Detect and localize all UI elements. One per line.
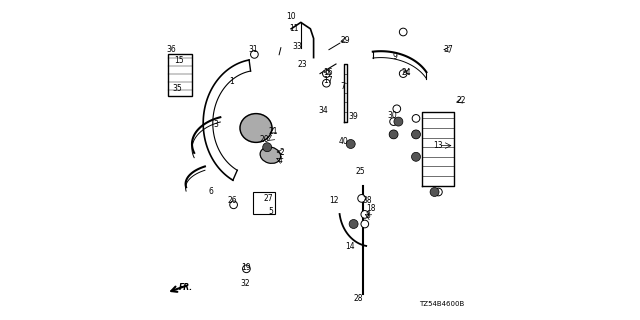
Text: 14: 14 [346, 242, 355, 251]
Circle shape [390, 118, 397, 125]
Circle shape [243, 265, 250, 273]
Ellipse shape [240, 114, 272, 142]
Text: 28: 28 [354, 294, 363, 303]
Circle shape [358, 195, 365, 202]
Text: 32: 32 [240, 279, 250, 288]
Text: 40: 40 [338, 137, 348, 146]
Text: 33: 33 [292, 42, 302, 51]
Text: 23: 23 [298, 60, 307, 68]
Circle shape [262, 143, 272, 152]
Circle shape [412, 152, 420, 161]
Text: 18: 18 [367, 204, 376, 212]
Circle shape [389, 130, 398, 139]
Circle shape [323, 70, 330, 77]
Circle shape [346, 140, 355, 148]
Text: 37: 37 [443, 45, 453, 54]
Text: 39: 39 [349, 112, 358, 121]
Text: 13: 13 [433, 141, 444, 150]
Text: 10: 10 [286, 12, 296, 20]
Text: 19: 19 [241, 263, 252, 272]
Text: 21: 21 [269, 127, 278, 136]
Text: 12: 12 [330, 196, 339, 204]
Text: 17: 17 [323, 76, 333, 84]
Text: 27: 27 [264, 194, 274, 203]
Text: 31: 31 [248, 45, 258, 54]
Text: 2: 2 [279, 148, 284, 156]
Text: 38: 38 [362, 196, 372, 204]
Ellipse shape [260, 147, 281, 164]
Circle shape [393, 105, 401, 113]
Text: FR.: FR. [179, 283, 193, 292]
Circle shape [390, 131, 397, 138]
Text: 22: 22 [456, 96, 465, 105]
Text: TZ54B4600B: TZ54B4600B [419, 301, 464, 307]
Text: 1: 1 [230, 77, 234, 86]
Text: 20: 20 [259, 135, 269, 144]
Text: 8: 8 [365, 212, 371, 220]
Circle shape [412, 115, 420, 122]
Text: 36: 36 [166, 45, 176, 54]
Circle shape [361, 211, 369, 218]
Circle shape [394, 117, 403, 126]
Text: 5: 5 [268, 207, 273, 216]
Text: 15: 15 [173, 56, 184, 65]
Circle shape [361, 220, 369, 228]
Text: 26: 26 [227, 196, 237, 204]
Text: 34: 34 [318, 106, 328, 115]
Text: 25: 25 [355, 167, 365, 176]
Text: 16: 16 [323, 68, 333, 76]
Text: 7: 7 [340, 82, 345, 91]
Circle shape [323, 79, 330, 87]
Bar [253, 192, 275, 214]
Text: 3: 3 [214, 120, 218, 129]
Text: 24: 24 [401, 68, 412, 76]
Circle shape [399, 28, 407, 36]
Circle shape [412, 130, 420, 139]
Circle shape [250, 51, 258, 58]
Text: 29: 29 [340, 36, 351, 44]
Circle shape [430, 188, 439, 196]
Text: 30: 30 [387, 111, 397, 120]
Text: 11: 11 [290, 24, 299, 33]
Circle shape [349, 220, 358, 228]
Circle shape [412, 131, 420, 138]
Bar [168, 54, 192, 96]
Text: 6: 6 [209, 188, 214, 196]
Text: 9: 9 [393, 52, 397, 60]
Text: 4: 4 [278, 156, 282, 164]
Circle shape [435, 188, 442, 196]
Text: 35: 35 [173, 84, 182, 92]
Circle shape [399, 70, 407, 77]
Circle shape [230, 201, 237, 209]
